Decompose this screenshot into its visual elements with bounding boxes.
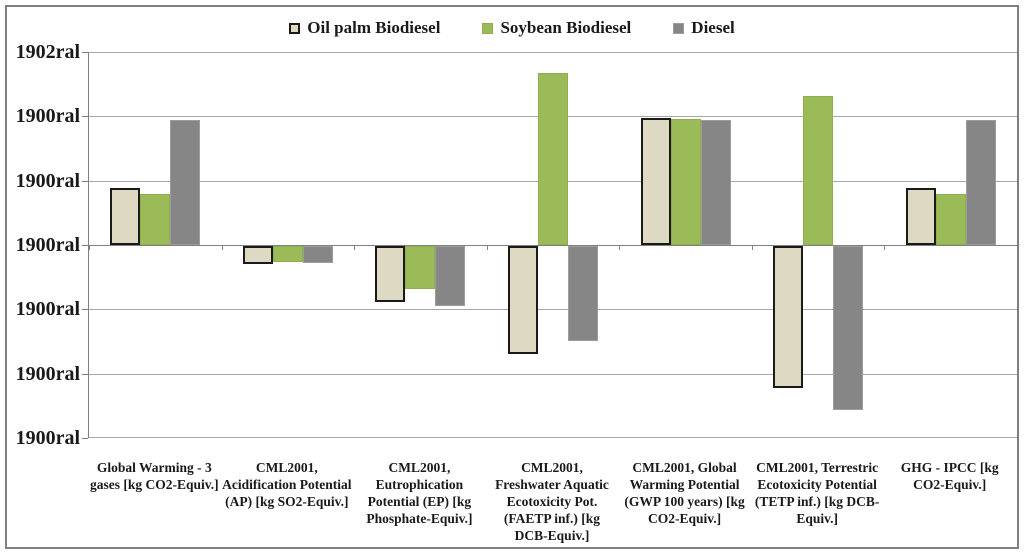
bar-soybean-biodiesel-cat5 — [803, 95, 834, 245]
legend-item-diesel: Diesel — [673, 18, 735, 38]
y-axis-tick-label: 1900ral — [15, 298, 80, 321]
bar-diesel-cat3 — [568, 246, 598, 342]
category-label: GHG - IPCC [kg CO2-Equiv.] — [900, 460, 999, 492]
bar-oil-palm-biodiesel-cat1 — [242, 246, 273, 264]
y-axis-tick-label: 1900ral — [15, 105, 80, 128]
bar-oil-palm-biodiesel-cat6 — [905, 188, 936, 245]
bar-diesel-cat2 — [435, 246, 466, 307]
category-boundary-tick — [486, 245, 488, 250]
bar-diesel-cat1 — [302, 246, 333, 263]
gridline — [89, 373, 1017, 375]
category-boundary-tick — [884, 245, 886, 250]
legend-item-oil-palm: Oil palm Biodiesel — [289, 18, 440, 38]
y-axis-tick — [82, 180, 88, 182]
category-label: Global Warming - 3 gases [kg CO2-Equiv.] — [89, 460, 219, 492]
bar-soybean-biodiesel-cat6 — [935, 194, 966, 245]
x-axis-baseline — [89, 245, 1017, 246]
legend-label-soybean: Soybean Biodiesel — [500, 18, 632, 37]
category-label: CML2001, Global Warming Potential (GWP 1… — [624, 460, 745, 526]
bar-diesel-cat4 — [700, 120, 731, 245]
legend-swatch-oil-palm — [289, 22, 301, 34]
y-axis-tick-label: 1902ral — [15, 41, 80, 63]
category-label: CML2001, Acidification Potential (AP) [k… — [222, 460, 352, 509]
y-axis-tick-label: 1900ral — [15, 169, 80, 192]
y-axis-tick — [82, 245, 88, 246]
y-axis-tick — [82, 373, 88, 375]
y-axis-tick — [82, 438, 88, 439]
category-boundary-tick — [89, 245, 90, 250]
bar-oil-palm-biodiesel-cat2 — [375, 246, 406, 302]
bar-soybean-biodiesel-cat4 — [670, 118, 701, 245]
legend-label-oil-palm: Oil palm Biodiesel — [307, 18, 441, 37]
bar-oil-palm-biodiesel-cat3 — [508, 246, 538, 355]
category-boundary-tick — [354, 245, 356, 250]
category-label: CML2001, Eutrophication Potential (EP) [… — [366, 460, 473, 526]
bar-soybean-biodiesel-cat0 — [140, 194, 171, 245]
y-axis-tick-label: 1900ral — [15, 362, 80, 385]
gridline — [89, 52, 1017, 53]
bar-diesel-cat6 — [965, 119, 996, 245]
bar-soybean-biodiesel-cat3 — [538, 72, 568, 245]
category-label: CML2001, Terrestric Ecotoxicity Potentia… — [754, 460, 880, 526]
category-boundary-tick — [751, 245, 753, 250]
legend-swatch-diesel — [673, 22, 685, 34]
bar-diesel-cat5 — [833, 246, 864, 411]
category-boundary-tick — [221, 245, 223, 250]
legend-label-diesel: Diesel — [691, 18, 735, 37]
gridline — [89, 309, 1017, 311]
y-axis-tick-label: 1900ral — [15, 427, 80, 449]
category-label: CML2001, Freshwater Aquatic Ecotoxicity … — [495, 460, 609, 543]
bar-soybean-biodiesel-cat1 — [272, 246, 303, 263]
bar-soybean-biodiesel-cat2 — [405, 246, 436, 290]
gridline — [89, 437, 1017, 438]
category-boundary-tick — [619, 245, 621, 250]
chart-frame — [5, 5, 1019, 549]
bar-diesel-cat0 — [170, 119, 201, 245]
bar-oil-palm-biodiesel-cat4 — [640, 117, 671, 245]
y-axis-tick — [82, 52, 88, 53]
legend: Oil palm Biodiesel Soybean Biodiesel Die… — [0, 18, 1024, 38]
plot-area — [88, 52, 1017, 438]
y-axis-tick-label: 1900ral — [15, 234, 80, 256]
y-axis-tick — [82, 116, 88, 118]
legend-item-soybean: Soybean Biodiesel — [482, 18, 631, 38]
y-axis-tick — [82, 309, 88, 311]
bar-oil-palm-biodiesel-cat5 — [773, 246, 804, 388]
legend-swatch-soybean — [482, 22, 494, 34]
bar-oil-palm-biodiesel-cat0 — [110, 188, 141, 245]
